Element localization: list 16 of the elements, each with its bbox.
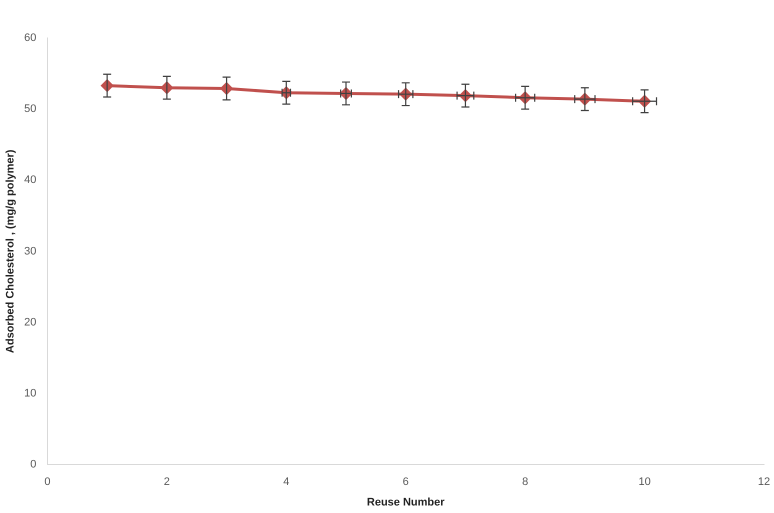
x-tick-label: 8 [522,476,528,488]
y-tick-label: 10 [24,388,36,400]
y-tick-label: 30 [24,245,36,258]
x-tick-label: 4 [283,476,290,488]
y-tick-label: 60 [24,32,36,44]
x-tick-label: 10 [638,476,651,488]
y-tick-label: 20 [24,316,36,328]
y-tick-label: 0 [30,458,36,471]
x-axis-title: Reuse Number [366,496,446,508]
x-tick-label: 6 [402,476,409,488]
y-axis-title: Adsorbed Cholesterol , (mg/g polymer) [4,149,17,354]
x-tick-label: 12 [758,476,770,488]
y-tick-label: 40 [24,174,36,186]
x-tick-label: 2 [164,476,170,488]
x-tick-label: 0 [44,476,50,488]
y-tick-label: 50 [24,103,36,116]
